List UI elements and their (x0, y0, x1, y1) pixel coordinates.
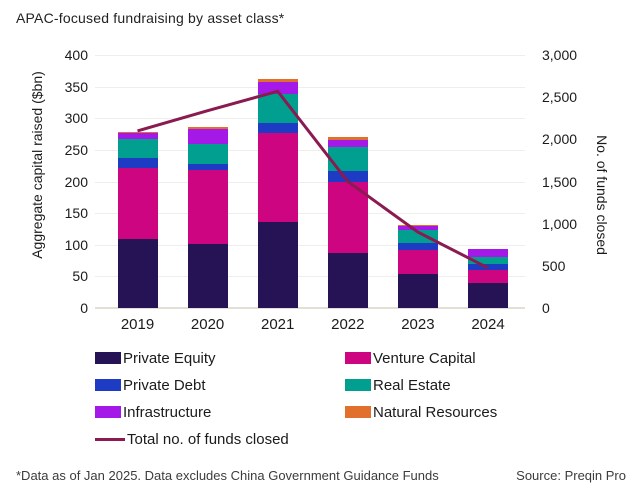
bar-segment-infrastructure (187, 129, 228, 145)
x-tick-label-2021: 2021 (261, 316, 295, 333)
legend-label: Total no. of funds closed (127, 430, 289, 448)
left-tick-label: 100 (64, 236, 88, 253)
legend-item-private-debt: Private Debt (95, 376, 345, 394)
legend: Private Equity Venture Capital Private Deb… (95, 349, 498, 448)
bar-segment-venture-capital (117, 167, 158, 240)
gridline (95, 86, 525, 88)
gridline (95, 244, 525, 246)
footnote-text: *Data as of Jan 2025. Data excludes Chin… (16, 468, 439, 483)
bar-segment-private-equity (397, 274, 438, 308)
right-tick-label: 500 (542, 257, 566, 274)
left-tick-label: 400 (64, 47, 88, 63)
legend-label: Venture Capital (373, 349, 476, 367)
legend-item-venture-capital: Venture Capital (345, 349, 497, 367)
bar-segment-infrastructure (397, 225, 438, 230)
right-tick-label: 3,000 (542, 47, 578, 63)
legend-line-marker (95, 437, 125, 441)
legend-swatch (345, 379, 371, 391)
left-tick-label: 300 (64, 110, 88, 127)
right-tick-label: 2,000 (542, 131, 578, 148)
x-tick-label-2022: 2022 (331, 316, 365, 333)
right-tick-label: 1,500 (542, 173, 578, 190)
bar-segment-private-equity (468, 283, 508, 308)
legend-item-real-estate: Real Estate (345, 376, 497, 394)
right-tick-label: 2,500 (542, 89, 578, 106)
bar-segment-natural-resources (327, 137, 368, 141)
gridline (95, 213, 525, 215)
legend-swatch (95, 379, 121, 391)
gridline (95, 181, 525, 183)
gridline (95, 276, 525, 278)
legend-swatch (95, 406, 121, 418)
right-tick-label: 0 (542, 300, 550, 316)
plot-area (95, 55, 525, 309)
bar-segment-natural-resources (257, 79, 298, 82)
footer: *Data as of Jan 2025. Data excludes Chin… (16, 468, 626, 483)
bar-segment-private-debt (187, 163, 228, 171)
bar-segment-real-estate (468, 256, 508, 264)
bar-segment-natural-resources (117, 131, 158, 133)
x-tick-label-2024: 2024 (471, 316, 505, 333)
right-axis-title: No. of funds closed (594, 135, 610, 255)
total-funds-closed-line (137, 89, 489, 270)
legend-label: Natural Resources (373, 403, 498, 421)
legend-label: Private Equity (123, 349, 216, 367)
left-tick-label: 250 (64, 141, 88, 158)
left-tick-label: 0 (80, 300, 88, 316)
bar-segment-venture-capital (397, 250, 438, 275)
left-tick-label: 200 (64, 173, 88, 190)
bar-segment-private-debt (257, 123, 298, 133)
gridline (95, 149, 525, 151)
bar-segment-venture-capital (468, 270, 508, 284)
x-tick-label-2023: 2023 (401, 316, 435, 333)
bar-segment-venture-capital (327, 182, 368, 253)
bar-segment-real-estate (327, 147, 368, 171)
chart-title: APAC-focused fundraising by asset class* (16, 10, 285, 26)
left-tick-label: 350 (64, 78, 88, 95)
legend-swatch (345, 352, 371, 364)
bar-segment-private-equity (327, 252, 368, 308)
gridline (95, 307, 525, 309)
bar-segment-real-estate (117, 138, 158, 159)
bar-segment-private-debt (397, 242, 438, 251)
legend-label: Private Debt (123, 376, 206, 394)
bar-segment-venture-capital (257, 132, 298, 222)
legend-label: Infrastructure (123, 403, 212, 421)
bar-segment-real-estate (397, 229, 438, 243)
right-tick-label: 1,000 (542, 215, 578, 232)
x-tick-label-2019: 2019 (120, 316, 155, 333)
source-text: Source: Preqin Pro (516, 468, 626, 483)
left-tick-label: 50 (72, 268, 88, 285)
legend-item-infrastructure: Infrastructure (95, 403, 345, 421)
left-tick-label: 150 (64, 205, 88, 222)
legend-item-natural-resources: Natural Resources (345, 403, 498, 421)
bar-segment-infrastructure (327, 140, 368, 148)
bar-segment-private-debt (117, 158, 158, 168)
bar-segment-private-equity (257, 221, 298, 308)
bar-segment-natural-resources (187, 127, 228, 130)
bar-segment-venture-capital (187, 170, 228, 244)
legend-item-total-funds-closed: Total no. of funds closed (95, 430, 345, 448)
legend-swatch (345, 406, 371, 418)
legend-swatch (95, 352, 121, 364)
bar-segment-natural-resources (397, 225, 438, 226)
bar-segment-infrastructure (257, 81, 298, 94)
legend-label: Real Estate (373, 376, 451, 394)
bar-segment-real-estate (187, 144, 228, 164)
bar-segment-private-equity (187, 243, 228, 308)
bar-segment-private-debt (327, 170, 368, 183)
bar-segment-private-equity (117, 239, 158, 308)
x-tick-label-2020: 2020 (190, 316, 225, 333)
bar-segment-infrastructure (117, 132, 158, 139)
gridline (95, 118, 525, 120)
bar-segment-infrastructure (468, 248, 508, 257)
left-axis-title: Aggregate capital raised ($bn) (29, 71, 45, 259)
legend-item-private-equity: Private Equity (95, 349, 345, 367)
gridline (95, 55, 525, 56)
